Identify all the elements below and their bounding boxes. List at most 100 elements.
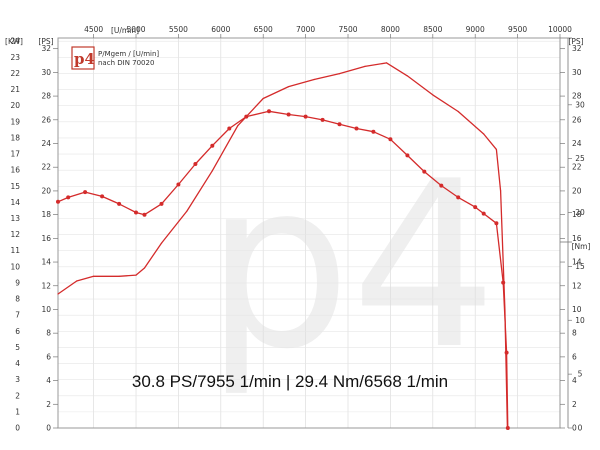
ps-left-tick-label: 4	[46, 376, 51, 385]
logo-caption-line1: P/Mgem / [U/min]	[98, 50, 159, 58]
torque-point	[66, 195, 71, 200]
ps-left-tick-label: 0	[46, 424, 51, 433]
chart-title: 30.8 PS/7955 1/min | 29.4 Nm/6568 1/min	[132, 372, 448, 391]
power-point	[135, 274, 137, 276]
torque-point	[439, 183, 444, 188]
nm-tick-label: 30	[575, 100, 585, 109]
torque-point	[320, 117, 325, 122]
nm-tick-label: 0	[578, 424, 583, 433]
kw-tick-label: 20	[10, 101, 20, 110]
power-point	[93, 275, 95, 277]
ps-right-tick-label: 18	[572, 210, 582, 219]
torque-point	[193, 162, 198, 166]
power-point	[338, 73, 341, 75]
power-point	[432, 94, 434, 96]
power-point	[237, 125, 239, 127]
torque-point	[405, 153, 410, 158]
power-curve	[57, 62, 509, 429]
nm-tick-label: 10	[575, 316, 585, 325]
power-point	[160, 242, 163, 244]
torque-point	[117, 201, 122, 206]
power-point	[500, 190, 502, 192]
power-point	[386, 62, 388, 64]
watermark: p4	[205, 133, 497, 400]
kw-tick-label: 17	[10, 150, 20, 159]
ps-left-tick-label: 22	[41, 163, 51, 172]
right-axis-frame	[560, 37, 572, 428]
ps-right-tick-label: 0	[572, 424, 577, 433]
power-point	[76, 280, 78, 282]
torque-point	[456, 195, 461, 200]
x-tick-label: 9500	[508, 25, 527, 34]
torque-point	[388, 137, 393, 142]
kw-tick-label: 7	[15, 311, 20, 320]
ps-right-tick-label: 2	[572, 400, 577, 409]
ps-left-tick-label: 10	[41, 305, 51, 314]
kw-tick-label: 11	[10, 246, 20, 255]
power-point	[211, 170, 213, 172]
power-point	[406, 75, 408, 77]
series-layer	[56, 62, 510, 430]
torque-point	[481, 211, 486, 216]
ps-right-tick-label: 28	[572, 92, 582, 101]
torque-point	[176, 182, 181, 187]
ps-right-tick-label: 12	[572, 281, 582, 290]
power-point	[313, 78, 315, 81]
torque-point	[134, 210, 138, 215]
kw-unit-label: [KW]	[5, 37, 23, 46]
kw-tick-label: 9	[15, 278, 20, 287]
nm-tick-label: 20	[575, 208, 585, 217]
x-tick-label: 4500	[84, 25, 103, 34]
x-tick-label: 7500	[338, 25, 357, 34]
kw-tick-label: 6	[15, 327, 20, 336]
logo-box	[71, 46, 95, 70]
torque-point	[244, 114, 249, 119]
power-point	[288, 86, 290, 88]
ps-left-tick-label: 26	[41, 115, 51, 124]
kw-tick-label: 0	[15, 424, 20, 433]
ps-left-tick-label: 32	[41, 44, 51, 53]
torque-point	[354, 126, 359, 131]
x-tick-label: 7000	[296, 25, 315, 34]
kw-tick-label: 2	[15, 391, 20, 400]
kw-axis: [KW] 01234567891011121314151617181920212…	[5, 37, 23, 433]
torque-point	[210, 143, 215, 148]
ps-right-tick-label: 30	[572, 68, 582, 77]
logo-block: p4 P/Mgem / [U/min] nach DIN 70020	[71, 46, 159, 70]
ps-right-tick-label: 6	[572, 352, 577, 361]
kw-tick-label: 22	[10, 69, 20, 78]
ps-left-tick-label: 14	[41, 258, 51, 267]
x-tick-label: 5000	[126, 25, 145, 34]
kw-tick-label: 4	[15, 359, 20, 368]
kw-tick-label: 23	[10, 53, 20, 62]
nm-tick-label: 5	[578, 370, 583, 379]
kw-tick-label: 12	[10, 230, 20, 239]
kw-tick-label: 13	[10, 214, 20, 223]
ps-left-tick-label: 6	[46, 352, 51, 361]
torque-point	[494, 221, 499, 226]
x-tick-label: 10000	[548, 25, 572, 34]
kw-tick-label: 14	[10, 198, 20, 207]
ps-left-tick-label: 20	[41, 186, 51, 195]
torque-point	[505, 426, 510, 430]
power-point	[457, 110, 459, 113]
power-point	[483, 133, 485, 135]
torque-point	[286, 112, 291, 117]
torque-point	[83, 190, 88, 195]
ps-left-tick-label: 28	[41, 92, 51, 101]
torque-point	[142, 212, 147, 217]
x-tick-label: 8000	[381, 25, 400, 34]
kw-tick-label: 5	[15, 343, 20, 352]
power-point	[186, 210, 188, 212]
ps-left-tick-label: 8	[46, 329, 51, 338]
torque-point	[337, 122, 342, 127]
ps-right-unit-label: [PS]	[568, 37, 583, 46]
ps-right-tick-label: 16	[572, 234, 582, 243]
torque-point	[473, 205, 478, 210]
power-point	[118, 275, 120, 277]
logo-mark: p4	[74, 50, 95, 68]
nm-tick-label: 15	[575, 262, 585, 271]
kw-tick-label: 8	[15, 295, 20, 304]
